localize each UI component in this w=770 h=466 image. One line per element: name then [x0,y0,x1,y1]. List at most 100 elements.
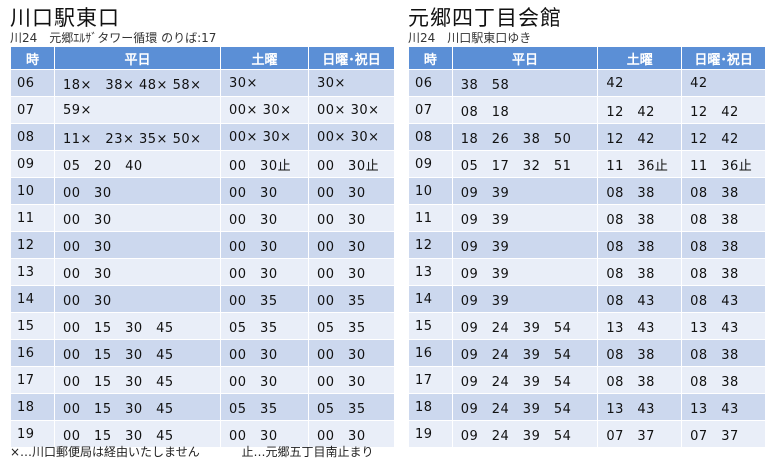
weekday-times: 05 20 40 [54,150,221,178]
hour-cell: 15 [10,312,55,340]
weekday-times: 09 24 39 54 [451,366,599,394]
hour-cell: 12 [10,231,55,259]
table-row: 18 00 15 30 45 05 35 05 35 [10,393,395,421]
header-saturday: 土曜 [220,47,309,70]
saturday-times: 00 30 [220,258,309,286]
weekday-times: 59× [54,96,221,124]
holiday-times: 07 37 [681,420,766,447]
timetable-header-row: 時 平日 土曜 日曜･祝日 [10,47,395,70]
weekday-times: 09 24 39 54 [451,393,599,421]
saturday-times: 30× [220,69,309,97]
holiday-times: 12 42 [681,96,766,124]
weekday-times: 09 24 39 54 [451,312,599,340]
weekday-times: 00 30 [54,258,221,286]
weekday-times: 00 30 [54,231,221,259]
table-row: 13 09 39 08 38 08 38 [408,258,766,286]
saturday-times: 00 30 [220,177,309,205]
hour-cell: 10 [408,177,453,205]
saturday-times: 11 36止 [597,150,683,178]
timetable: 時 平日 土曜 日曜･祝日 06 18× 38× 48× 58× 30× 30× 07 5… [10,47,395,447]
holiday-times: 08 38 [681,339,766,367]
hour-cell: 14 [408,285,453,313]
saturday-times: 12 42 [597,123,683,151]
hour-cell: 16 [408,339,453,367]
weekday-times: 00 15 30 45 [54,420,221,447]
saturday-times: 08 38 [597,177,683,205]
saturday-times: 08 38 [597,366,683,394]
table-row: 16 09 24 39 54 08 38 08 38 [408,339,766,367]
table-row: 10 09 39 08 38 08 38 [408,177,766,205]
hour-cell: 12 [408,231,453,259]
holiday-times: 05 35 [308,312,395,340]
weekday-times: 09 39 [451,285,599,313]
weekday-times: 09 39 [451,258,599,286]
table-row: 09 05 17 32 51 11 36止 11 36止 [408,150,766,178]
hour-cell: 08 [10,123,55,151]
stop-title: 川口駅東口 [10,6,120,30]
hour-cell: 08 [408,123,453,151]
saturday-times: 00 30 [220,231,309,259]
hour-cell: 19 [10,420,55,447]
hour-cell: 07 [10,96,55,124]
holiday-times: 05 35 [308,393,395,421]
table-row: 16 00 15 30 45 00 30 00 30 [10,339,395,367]
weekday-times: 00 30 [54,204,221,232]
holiday-times: 08 43 [681,285,766,313]
table-row: 11 00 30 00 30 00 30 [10,204,395,232]
holiday-times: 00 30 [308,420,395,447]
table-row: 08 11× 23× 35× 50× 00× 30× 00× 30× [10,123,395,151]
holiday-times: 13 43 [681,312,766,340]
weekday-times: 09 39 [451,231,599,259]
saturday-times: 08 43 [597,285,683,313]
table-row: 06 38 58 42 42 [408,69,766,97]
saturday-times: 08 38 [597,339,683,367]
table-row: 14 00 30 00 35 00 35 [10,285,395,313]
footnote-stop-mark: 止…元郷五丁目南止まり [241,445,374,459]
saturday-times: 00 35 [220,285,309,313]
hour-cell: 18 [10,393,55,421]
table-row: 14 09 39 08 43 08 43 [408,285,766,313]
saturday-times: 00 30 [220,204,309,232]
hour-cell: 11 [408,204,453,232]
saturday-times: 12 42 [597,96,683,124]
hour-cell: 06 [10,69,55,97]
holiday-times: 12 42 [681,123,766,151]
hour-cell: 11 [10,204,55,232]
table-row: 09 05 20 40 00 30止 00 30止 [10,150,395,178]
table-row: 18 09 24 39 54 13 43 13 43 [408,393,766,421]
holiday-times: 00 30 [308,339,395,367]
footnote-x-mark: ×…川口郵便局は経由いたしません [10,445,200,459]
table-row: 12 00 30 00 30 00 30 [10,231,395,259]
weekday-times: 00 15 30 45 [54,312,221,340]
weekday-times: 38 58 [451,69,599,97]
header-holiday: 日曜･祝日 [308,47,395,70]
hour-cell: 09 [408,150,453,178]
saturday-times: 00× 30× [220,123,309,151]
table-row: 11 09 39 08 38 08 38 [408,204,766,232]
holiday-times: 00 30 [308,177,395,205]
holiday-times: 00× 30× [308,96,395,124]
hour-cell: 14 [10,285,55,313]
hour-cell: 13 [408,258,453,286]
header-weekday: 平日 [451,47,599,70]
hour-cell: 15 [408,312,453,340]
weekday-times: 09 39 [451,177,599,205]
header-weekday: 平日 [54,47,221,70]
holiday-times: 00 30 [308,231,395,259]
table-row: 10 00 30 00 30 00 30 [10,177,395,205]
table-row: 19 00 15 30 45 00 30 00 30 [10,420,395,447]
saturday-times: 00 30 [220,420,309,447]
table-row: 15 09 24 39 54 13 43 13 43 [408,312,766,340]
saturday-times: 00 30 [220,339,309,367]
saturday-times: 42 [597,69,683,97]
holiday-times: 00 30 [308,366,395,394]
holiday-times: 08 38 [681,366,766,394]
hour-cell: 07 [408,96,453,124]
header-saturday: 土曜 [597,47,683,70]
table-row: 12 09 39 08 38 08 38 [408,231,766,259]
hour-cell: 09 [10,150,55,178]
saturday-times: 00× 30× [220,96,309,124]
holiday-times: 42 [681,69,766,97]
saturday-times: 08 38 [597,231,683,259]
weekday-times: 00 15 30 45 [54,393,221,421]
